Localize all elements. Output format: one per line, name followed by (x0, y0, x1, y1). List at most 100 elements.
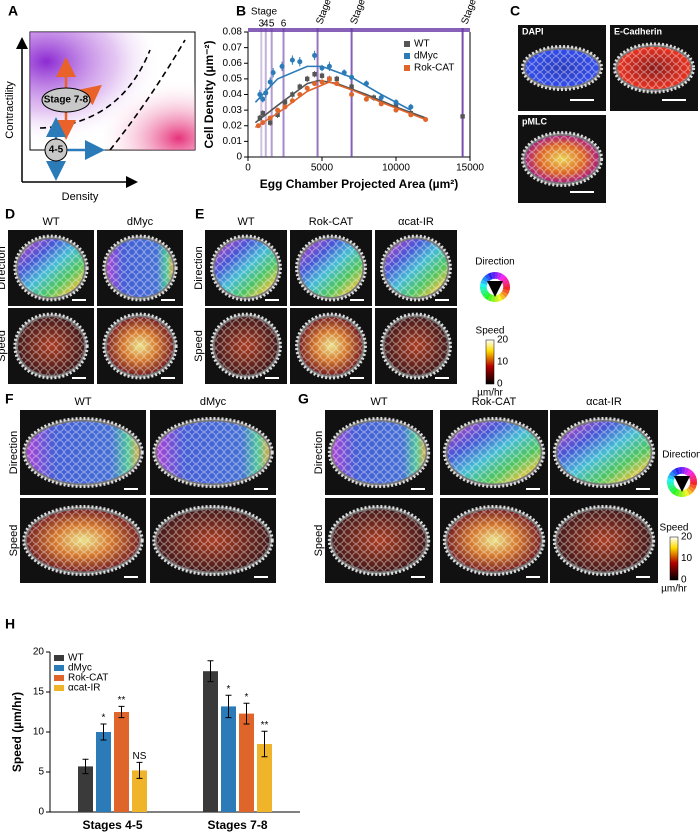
cells (26, 509, 140, 572)
direction-wheel (682, 467, 686, 475)
panel-letter: D (5, 206, 15, 222)
point (260, 111, 265, 116)
direction-wheel (678, 467, 682, 475)
cells (106, 239, 174, 297)
point (349, 92, 355, 97)
node (44, 138, 68, 162)
y-tick-label: 0 (38, 807, 44, 818)
legend-swatch (54, 655, 64, 661)
point (297, 59, 303, 65)
y-tick-label: 0.01 (223, 136, 243, 147)
point (371, 95, 376, 100)
error-bar (136, 761, 143, 779)
row-label: Direction (8, 431, 20, 474)
point (319, 79, 325, 85)
legend-label: Rok-CAT (68, 673, 108, 684)
panel-letter: B (236, 3, 246, 19)
column-label: WT (237, 216, 254, 228)
stage-label: Stage 8 (349, 0, 371, 26)
cells (525, 135, 599, 183)
y-tick-label: 0.03 (223, 105, 243, 116)
stain-label: E-Cadherin (614, 26, 662, 36)
error-bar (225, 694, 232, 719)
y-tick-label: 0.07 (223, 42, 243, 53)
cells (214, 317, 278, 375)
stage-band (248, 28, 470, 32)
panel-letter: G (298, 391, 309, 407)
cells (17, 239, 85, 297)
panel-letter: A (8, 3, 18, 19)
row-label: Speed (313, 525, 325, 557)
bar (132, 770, 147, 812)
key-tick: 20 (681, 532, 693, 543)
cells (447, 509, 541, 572)
column-label: dMyc (127, 216, 154, 228)
direction-wheel (480, 287, 488, 291)
legend-label: WT (68, 653, 84, 664)
cells (332, 509, 426, 572)
x-tick-label: Stages 7-8 (207, 818, 267, 832)
point (260, 96, 266, 102)
error-bar (82, 758, 89, 775)
y-tick-label: 0.06 (223, 58, 243, 69)
key-title: Direction (475, 257, 514, 268)
row-label: Direction (313, 431, 325, 474)
stage-label: 6 (281, 19, 287, 30)
cells (26, 421, 140, 484)
y-tick-label: 5 (38, 767, 44, 778)
y-tick-label: 0.04 (223, 89, 243, 100)
point (257, 115, 263, 121)
panel-letter: H (5, 616, 15, 632)
cells (525, 49, 599, 87)
point (334, 76, 339, 82)
cells (384, 317, 448, 375)
bar (257, 744, 272, 812)
y-tick-label: 0.02 (223, 120, 243, 131)
x-tick-label: Stages 4-5 (82, 818, 142, 832)
significance: ** (261, 720, 269, 731)
significance: * (245, 692, 249, 703)
point (275, 107, 281, 113)
direction-wheel (502, 287, 510, 291)
key-tick: 10 (497, 357, 509, 368)
direction-wheel (667, 474, 675, 480)
legend-label: αcat-IR (68, 683, 100, 694)
point (263, 90, 269, 96)
axis-label: Density (62, 191, 99, 203)
bar (96, 732, 111, 812)
bar (203, 671, 218, 812)
bar (221, 706, 236, 812)
point (378, 101, 384, 107)
direction-wheel (689, 482, 697, 486)
point (297, 84, 302, 89)
legend-label: dMyc (414, 51, 438, 62)
point (326, 76, 332, 82)
point (378, 95, 384, 101)
row-label: Direction (0, 246, 8, 289)
key-unit: µm/hr (477, 388, 503, 399)
legend-swatch (404, 53, 410, 59)
column-label: Rok-CAT (472, 396, 517, 408)
stain-label: pMLC (522, 116, 547, 126)
key-title: Speed (660, 523, 689, 534)
cells (299, 317, 363, 375)
point (408, 112, 414, 118)
point (349, 74, 355, 80)
column-label: αcat-IR (398, 216, 434, 228)
direction-wheel (686, 469, 693, 477)
y-axis-label: Speed (µm/hr) (10, 692, 24, 772)
stage-title: Stage (251, 7, 278, 18)
boundary (109, 39, 186, 151)
significance: * (227, 684, 231, 695)
point (319, 73, 325, 78)
legend-swatch (404, 65, 410, 71)
stage-label: 3 (259, 19, 265, 30)
error-bar (243, 702, 250, 725)
point (312, 52, 318, 58)
point (305, 76, 310, 82)
point (408, 104, 414, 110)
direction-wheel (667, 482, 675, 486)
x-tick-label: 15000 (456, 163, 484, 174)
direction-wheel (480, 289, 488, 295)
diagram: Density Contractility Stage 7-8 4-5 (4, 31, 196, 203)
